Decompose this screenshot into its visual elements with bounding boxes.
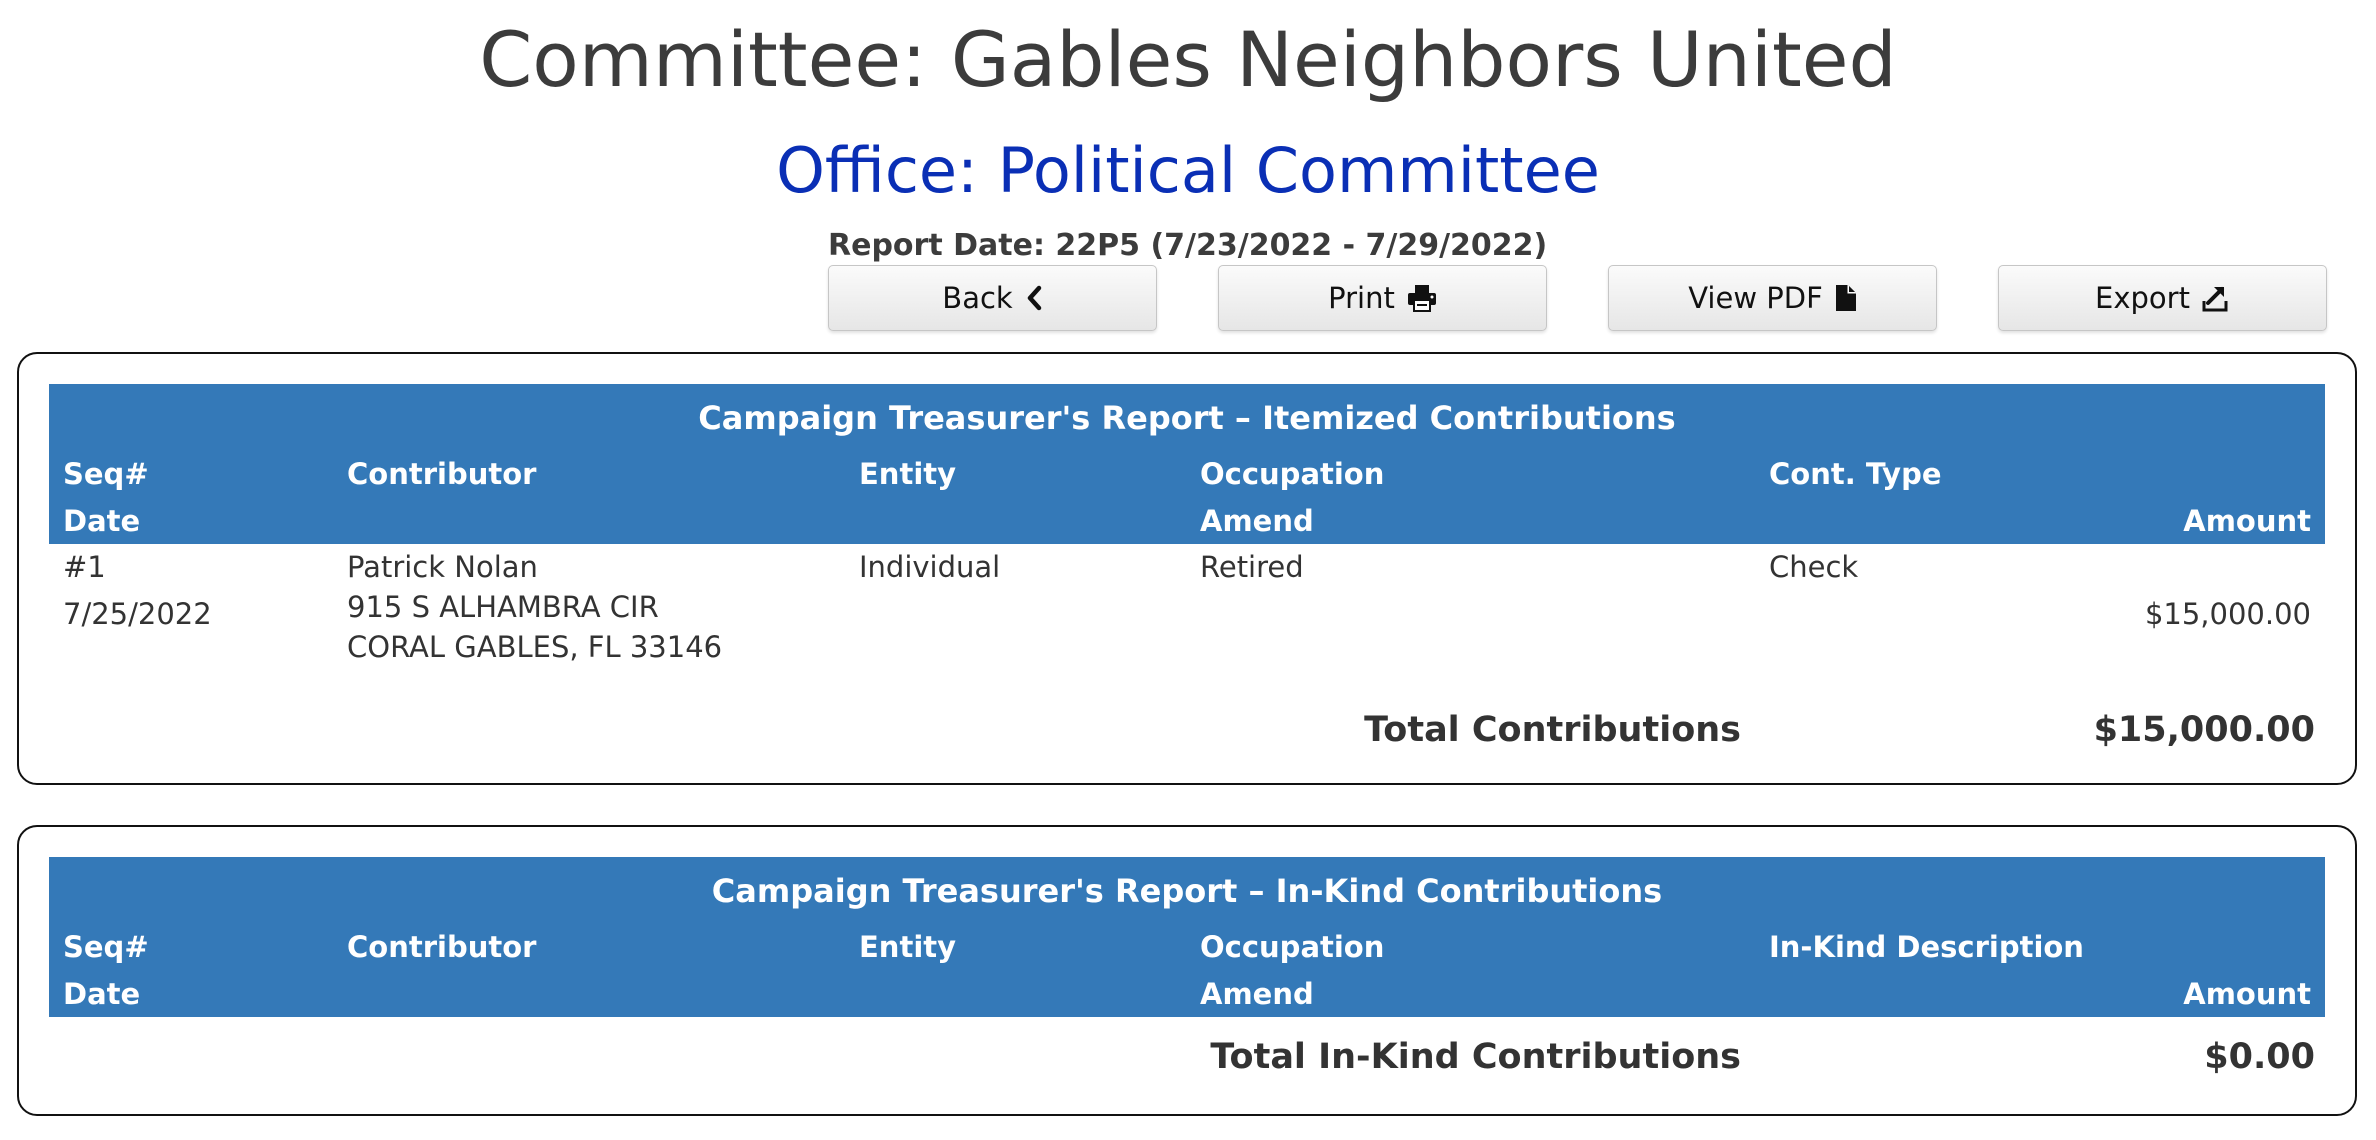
export-icon	[2202, 284, 2230, 312]
row-address-line2: CORAL GABLES, FL 33146	[347, 630, 723, 664]
total-inkind-value: $0.00	[2204, 1037, 2315, 1077]
row-amount: $15,000.00	[2144, 597, 2311, 631]
col-contributor: Contributor	[347, 457, 537, 491]
col-occupation: Occupation	[1200, 930, 1385, 964]
row-seq: #1	[63, 550, 106, 584]
view-pdf-button-label: View PDF	[1688, 281, 1823, 315]
row-occupation: Retired	[1200, 550, 1304, 584]
inkind-table-header: Campaign Treasurer's Report – In-Kind Co…	[49, 857, 2325, 1017]
row-entity: Individual	[859, 550, 1001, 584]
col-cont-type: Cont. Type	[1769, 457, 1942, 491]
export-button[interactable]: Export	[1998, 265, 2327, 331]
report-date: Report Date: 22P5 (7/23/2022 - 7/29/2022…	[828, 228, 1548, 263]
col-seq: Seq#	[63, 930, 149, 964]
itemized-caption: Campaign Treasurer's Report – Itemized C…	[698, 399, 1676, 437]
col-date: Date	[63, 977, 141, 1011]
print-button[interactable]: Print	[1218, 265, 1547, 331]
total-contributions-label: Total Contributions	[1364, 710, 1741, 750]
committee-title: Committee: Gables Neighbors United	[479, 15, 1897, 104]
back-button[interactable]: Back	[828, 265, 1157, 331]
total-contributions-value: $15,000.00	[2093, 710, 2315, 750]
chevron-left-icon	[1025, 285, 1043, 311]
col-date: Date	[63, 504, 141, 538]
printer-icon	[1407, 284, 1437, 312]
itemized-contributions-panel: Campaign Treasurer's Report – Itemized C…	[17, 352, 2357, 785]
col-contributor: Contributor	[347, 930, 537, 964]
col-seq: Seq#	[63, 457, 149, 491]
inkind-contributions-panel: Campaign Treasurer's Report – In-Kind Co…	[17, 825, 2357, 1116]
row-contributor-name: Patrick Nolan	[347, 550, 538, 584]
back-button-label: Back	[942, 281, 1013, 315]
col-amend: Amend	[1200, 504, 1314, 538]
file-icon	[1835, 284, 1857, 312]
inkind-caption: Campaign Treasurer's Report – In-Kind Co…	[711, 872, 1663, 910]
col-entity: Entity	[859, 457, 957, 491]
row-address-line1: 915 S ALHAMBRA CIR	[347, 590, 659, 624]
col-inkind-description: In-Kind Description	[1769, 930, 2084, 964]
itemized-table-header: Campaign Treasurer's Report – Itemized C…	[49, 384, 2325, 544]
col-amount: Amount	[2183, 977, 2311, 1011]
row-date: 7/25/2022	[63, 597, 212, 631]
row-cont-type: Check	[1769, 550, 1859, 584]
col-entity: Entity	[859, 930, 957, 964]
view-pdf-button[interactable]: View PDF	[1608, 265, 1937, 331]
export-button-label: Export	[2095, 281, 2190, 315]
col-occupation: Occupation	[1200, 457, 1385, 491]
col-amend: Amend	[1200, 977, 1314, 1011]
col-amount: Amount	[2183, 504, 2311, 538]
print-button-label: Print	[1328, 281, 1395, 315]
office-title: Office: Political Committee	[776, 134, 1600, 207]
total-inkind-label: Total In-Kind Contributions	[1210, 1037, 1741, 1077]
